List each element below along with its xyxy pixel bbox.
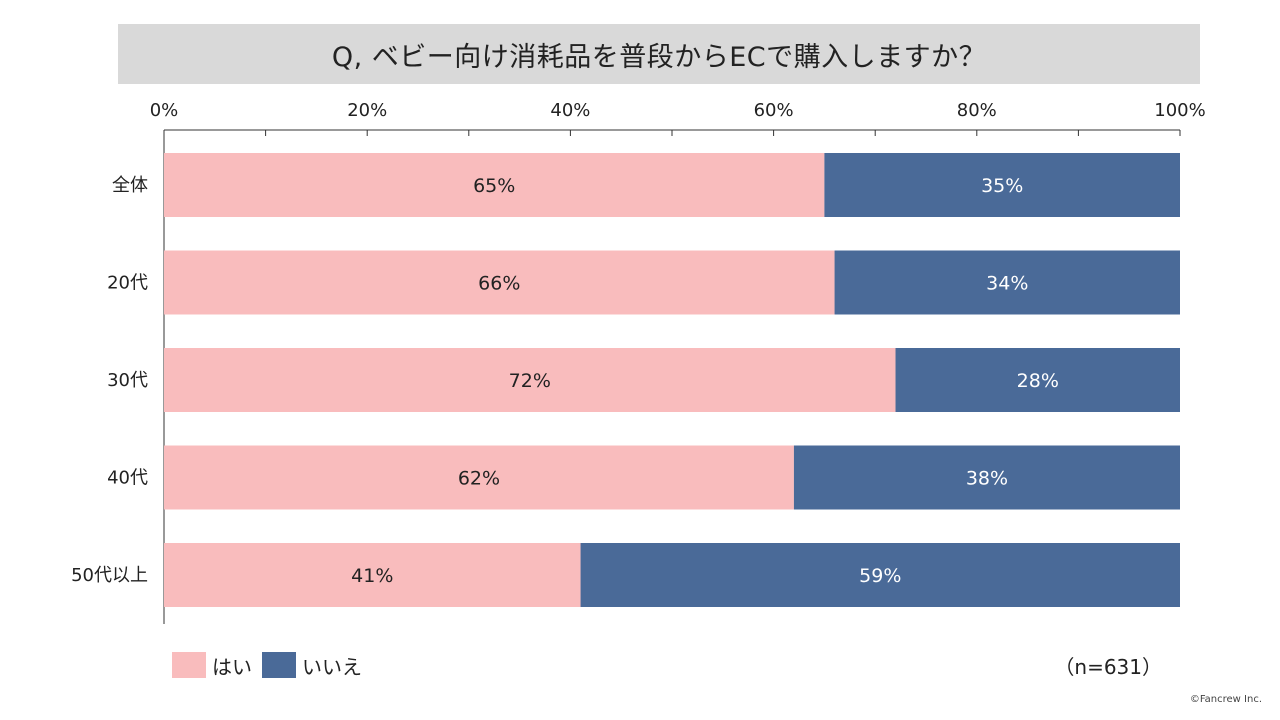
bar-segment-yes: [164, 250, 835, 315]
legend-swatch-no: [262, 652, 296, 678]
x-tick-label: 40%: [550, 100, 590, 121]
data-label-yes: 41%: [351, 565, 393, 587]
data-label-no: 34%: [986, 273, 1028, 295]
title-banner: Q, ベビー向け消耗品を普段からECで購入しますか？: [118, 24, 1200, 84]
data-label-yes: 65%: [473, 175, 515, 197]
bar-segment-no: [895, 348, 1180, 412]
bar-segment-yes: [164, 445, 794, 510]
copyright-note: ©Fancrew Inc.: [1189, 694, 1262, 705]
category-label: 全体: [112, 175, 148, 196]
bar-segment-yes: [164, 543, 581, 607]
chart-title: Q, ベビー向け消耗品を普段からECで購入しますか？: [331, 41, 987, 73]
legend-item-no: いいえ: [262, 651, 362, 680]
data-label-yes: 62%: [458, 468, 500, 490]
bar-segment-no: [793, 445, 1180, 510]
data-label-no: 38%: [966, 468, 1008, 490]
category-label: 50代以上: [71, 565, 148, 586]
bar-segment-yes: [164, 348, 896, 412]
x-tick-label: 80%: [957, 100, 997, 121]
data-label-no: 59%: [859, 565, 901, 587]
bar-segment-yes: [164, 153, 825, 217]
category-label: 40代: [107, 468, 148, 489]
x-tick-label: 100%: [1154, 100, 1205, 121]
data-label-yes: 66%: [478, 273, 520, 295]
data-label-no: 28%: [1017, 370, 1059, 392]
x-tick-label: 0%: [150, 100, 179, 121]
bar-segment-no: [580, 543, 1180, 607]
x-tick-label: 20%: [347, 100, 387, 121]
category-label: 30代: [107, 370, 148, 391]
sample-size-note: （n=631）: [1054, 655, 1162, 679]
data-label-no: 35%: [981, 175, 1023, 197]
legend-label-yes: はい: [212, 654, 252, 679]
legend-item-yes: はい: [172, 651, 252, 680]
bar-segment-no: [834, 250, 1180, 315]
x-tick-label: 60%: [754, 100, 794, 121]
data-label-yes: 72%: [509, 370, 551, 392]
legend-swatch-yes: [172, 652, 206, 678]
legend: はい いいえ: [172, 650, 372, 680]
bar-segment-no: [824, 153, 1180, 217]
legend-label-no: いいえ: [302, 654, 362, 679]
category-label: 20代: [107, 273, 148, 294]
